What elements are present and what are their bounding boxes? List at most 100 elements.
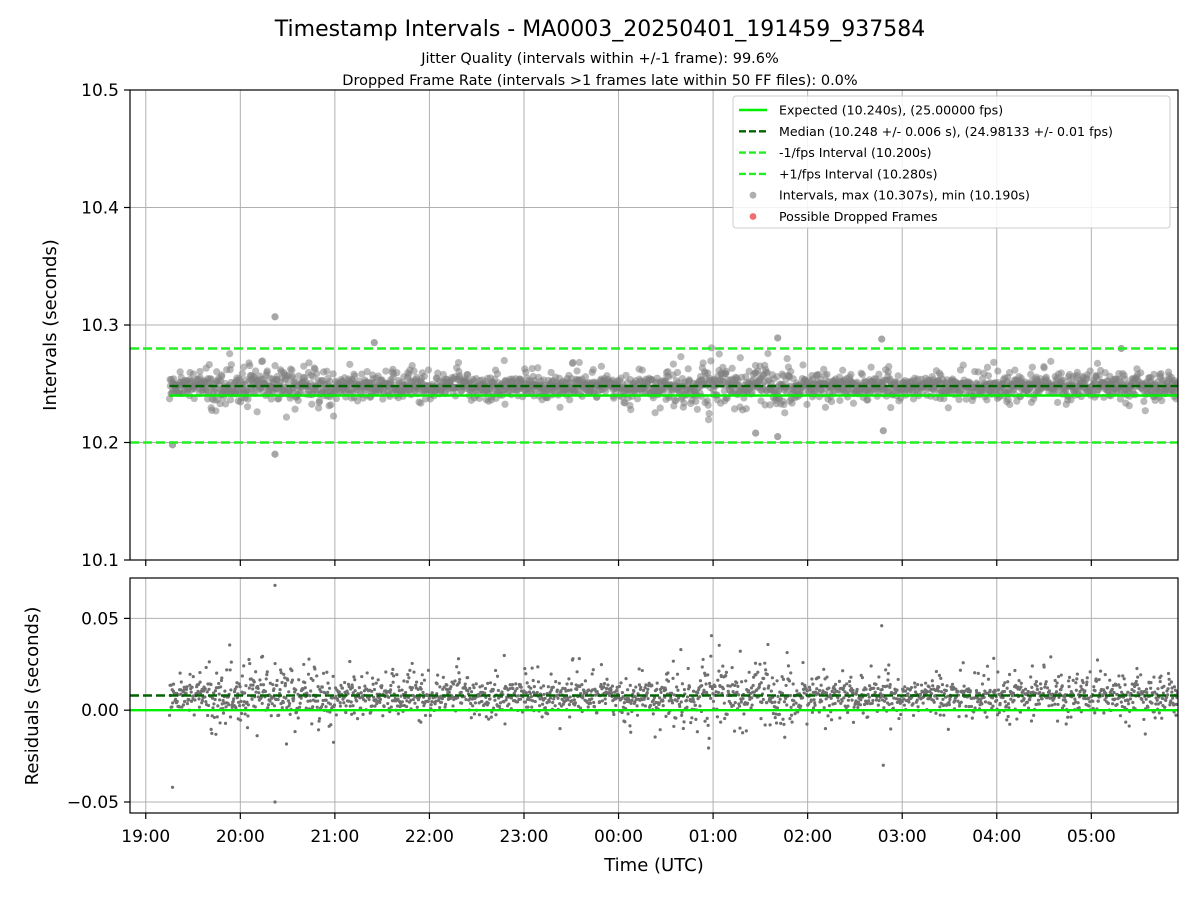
residual-point [494, 713, 498, 717]
residual-point [773, 700, 777, 704]
residual-point [536, 665, 540, 669]
residual-point [791, 682, 795, 686]
x-tick-label: 03:00 [878, 827, 927, 847]
residual-point [648, 703, 653, 707]
interval-point [291, 405, 299, 413]
residual-point [598, 700, 602, 704]
residual-point [546, 712, 550, 716]
residual-point [691, 689, 696, 693]
residual-point [737, 693, 741, 697]
interval-point [704, 369, 712, 377]
residual-point [365, 671, 369, 675]
residual-point [623, 720, 627, 724]
residual-point [741, 696, 745, 701]
residual-point [278, 688, 282, 692]
interval-point [940, 395, 948, 403]
residual-point [212, 715, 216, 720]
interval-point [787, 368, 795, 376]
residual-point [931, 684, 935, 688]
residual-point [528, 698, 532, 702]
residual-point [206, 713, 210, 718]
residual-point [775, 679, 779, 683]
residual-point [1095, 658, 1100, 662]
residual-point [283, 681, 288, 686]
residual-point [780, 675, 784, 679]
residual-point [789, 671, 793, 675]
residual-point [687, 685, 692, 689]
residual-point [473, 701, 478, 705]
residual-point [658, 696, 662, 700]
residual-point [213, 697, 217, 702]
residual-point [726, 684, 730, 688]
residual-point [1076, 701, 1080, 705]
residual-point [900, 700, 904, 704]
residuals-y-axis-label: Residuals (seconds) [22, 607, 43, 786]
residual-point [367, 697, 371, 702]
interval-point [705, 409, 713, 418]
residual-point [644, 683, 648, 687]
residual-point [442, 685, 446, 689]
residual-point [792, 699, 796, 703]
residual-point [1039, 687, 1043, 691]
residual-point [324, 705, 328, 709]
interval-outlier-point [774, 433, 782, 441]
residual-point [602, 682, 607, 686]
residual-point [934, 711, 938, 715]
residual-point [187, 698, 191, 702]
residual-point [1131, 700, 1135, 705]
residual-point [488, 697, 492, 701]
residual-point [1142, 717, 1146, 722]
residual-point [703, 673, 707, 678]
residual-point [731, 703, 736, 707]
residual-point [237, 682, 241, 686]
interval-point [849, 399, 858, 407]
residual-point [955, 689, 960, 693]
residual-point [1005, 718, 1009, 722]
interval-point [893, 379, 901, 387]
residual-point [827, 686, 831, 690]
residual-point [1074, 700, 1078, 704]
residual-point [247, 686, 251, 690]
residual-point [1001, 696, 1005, 700]
interval-point [1141, 407, 1149, 415]
residual-point [609, 691, 614, 695]
interval-outlier-point [752, 429, 760, 437]
residual-point [664, 714, 668, 718]
residual-point [836, 695, 840, 700]
residual-point [851, 720, 856, 724]
residual-point [603, 697, 607, 701]
residual-point [738, 649, 742, 653]
residual-point [850, 698, 854, 702]
residual-point [1152, 675, 1156, 679]
residual-point [725, 712, 729, 716]
residual-point [1094, 679, 1099, 683]
residual-point [210, 696, 215, 700]
residual-point [675, 699, 679, 703]
legend: Expected (10.240s), (25.00000 fps) Median… [732, 95, 1171, 229]
residual-point [849, 675, 853, 679]
residual-point [306, 699, 310, 703]
residual-point [852, 705, 856, 709]
residual-point [250, 697, 254, 701]
residual-point [823, 727, 828, 731]
interval-outlier-point [370, 339, 378, 347]
residual-point [874, 698, 879, 702]
interval-point [288, 372, 297, 380]
residual-point [455, 665, 459, 669]
residual-point [463, 682, 467, 686]
residual-point [930, 679, 934, 683]
residual-point [635, 704, 639, 708]
residual-point [934, 669, 939, 674]
residual-point [1056, 702, 1060, 707]
residual-point [669, 696, 673, 700]
residual-point [1149, 681, 1153, 685]
residual-point [765, 701, 769, 705]
residual-point [184, 691, 188, 695]
residual-point [764, 668, 768, 672]
interval-point [243, 403, 252, 411]
residual-point [480, 699, 484, 704]
residual-point [1112, 690, 1116, 695]
residual-point [213, 689, 218, 693]
residual-point [338, 701, 342, 705]
interval-outlier-point [271, 450, 279, 458]
